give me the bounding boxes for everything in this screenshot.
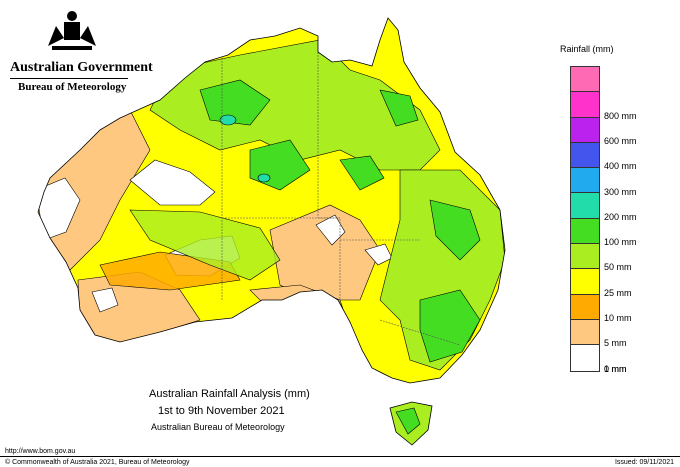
- legend-swatch: [571, 294, 599, 320]
- green-cape: [379, 89, 419, 127]
- tasmania-green: [395, 407, 421, 435]
- legend-swatch: [571, 67, 599, 93]
- legend-label: 5 mm: [604, 338, 627, 349]
- legend-swatch: [571, 142, 599, 169]
- legend-label-bottom: 0 mm: [604, 363, 627, 374]
- legend-label: 10 mm: [604, 313, 632, 323]
- legend-label: 600 mm: [604, 135, 637, 146]
- issued-date: Issued: 09/11/2021: [614, 459, 674, 466]
- green-east-2: [419, 289, 481, 363]
- legend-label: 50 mm: [604, 262, 632, 273]
- legend-label: 100 mm: [604, 237, 637, 248]
- legend-swatch: [571, 269, 599, 295]
- website-link[interactable]: http://www.bom.gov.au: [5, 448, 76, 455]
- copyright-text: © Commonwealth of Australia 2021, Bureau…: [5, 459, 190, 466]
- legend-label: 200 mm: [604, 211, 637, 222]
- legend-label: 300 mm: [604, 186, 637, 197]
- green-central: [339, 155, 385, 191]
- white-kimberley-south: [129, 159, 216, 206]
- orange-band-2: [295, 295, 327, 335]
- legend-label: 1 mm: [604, 363, 627, 374]
- map-title: Australian Rainfall Analysis (mm): [149, 388, 310, 400]
- yellowgreen-mid: [129, 209, 281, 281]
- map-period: 1st to 9th November 2021: [158, 405, 285, 417]
- legend-label: 25 mm: [604, 287, 632, 298]
- legend-swatch: [571, 345, 599, 371]
- legend-swatch: [571, 193, 599, 219]
- legend-swatch: [571, 117, 599, 143]
- legend-title: Rainfall (mm): [560, 44, 614, 54]
- legend-swatch: [571, 92, 599, 118]
- green-east-1: [429, 199, 481, 261]
- title-rule: [10, 78, 128, 79]
- teal-spot-1: [219, 114, 237, 126]
- teal-spot-2: [257, 173, 271, 183]
- white-sw: [91, 287, 119, 313]
- legend-swatch: [571, 244, 599, 270]
- coat-of-arms-icon: [48, 11, 96, 50]
- government-title: Australian Government: [10, 60, 153, 75]
- border-nt-qld: [317, 40, 420, 241]
- green-north-1: [199, 79, 271, 126]
- legend-label: 800 mm: [604, 110, 637, 121]
- white-central: [315, 214, 346, 246]
- legend-swatch: [571, 319, 599, 346]
- legend-label: 400 mm: [604, 161, 637, 172]
- legend-swatch: [571, 168, 599, 194]
- footer-rule: [0, 456, 680, 457]
- bureau-title: Bureau of Meteorology: [18, 81, 127, 93]
- border-nsw-vic: [379, 319, 461, 346]
- map-source: Australian Bureau of Meteorology: [151, 422, 285, 432]
- legend-colorbar: [570, 66, 600, 372]
- legend-swatch: [571, 218, 599, 245]
